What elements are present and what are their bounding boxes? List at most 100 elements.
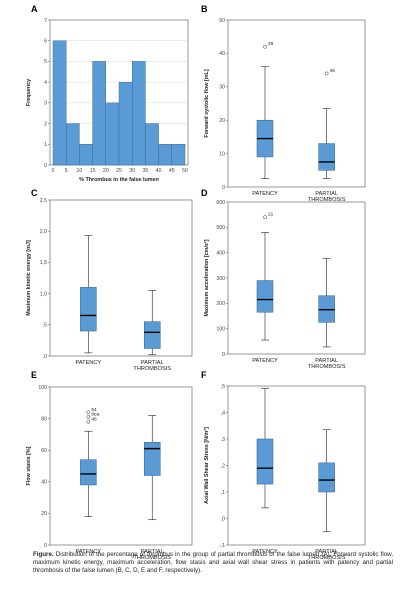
x-category-label-d: THROMBOSIS bbox=[308, 364, 346, 370]
y-tick-label-e: 40 bbox=[41, 480, 47, 486]
y-tick-label-e: 0 bbox=[44, 543, 47, 549]
y-tick-label-a: 4 bbox=[44, 80, 47, 86]
y-tick-label-a: 1 bbox=[44, 142, 47, 148]
y-tick-label-f: ,0 bbox=[221, 516, 225, 522]
y-tick-label-f: -,1 bbox=[219, 543, 225, 549]
outlier-point bbox=[86, 419, 91, 424]
box-iqr bbox=[143, 442, 161, 476]
x-category-label-b: PARTIAL bbox=[315, 191, 338, 197]
y-tick-label-f: ,1 bbox=[221, 490, 225, 496]
y-tick-label-e: 20 bbox=[41, 511, 47, 517]
y-tick-label-a: 5 bbox=[44, 59, 47, 65]
outlier-label: 21 bbox=[268, 212, 274, 218]
y-tick-label-c: ,0 bbox=[43, 354, 47, 360]
x-category-label-f: THROMBOSIS bbox=[308, 555, 346, 561]
x-category-label-c: PATENCY bbox=[76, 360, 102, 366]
x-tick-label-a: 0 bbox=[52, 168, 55, 174]
histogram-bar bbox=[65, 123, 80, 166]
x-category-label-d: PATENCY bbox=[252, 358, 278, 364]
caption-text: Distribution of the percentage of thromb… bbox=[33, 551, 393, 575]
x-category-label-d: PARTIAL bbox=[315, 358, 338, 364]
box-iqr bbox=[318, 143, 335, 171]
y-tick-label-c: 1,5 bbox=[40, 260, 47, 266]
y-tick-label-a: 7 bbox=[44, 18, 47, 24]
y-tick-label-c: 2,5 bbox=[40, 198, 47, 204]
y-tick-label-d: 200 bbox=[216, 301, 225, 307]
y-tick-label-b: 0 bbox=[222, 185, 225, 191]
y-tick-label-e: 80 bbox=[41, 416, 47, 422]
box-iqr bbox=[80, 287, 97, 332]
y-tick-label-f: ,4 bbox=[221, 410, 225, 416]
outlier-label: 46 bbox=[91, 416, 97, 422]
histogram-bar bbox=[145, 123, 159, 166]
y-tick-label-b: 20 bbox=[219, 118, 225, 124]
y-axis-label-f: Axial Wall Shear Stress [N/m²] bbox=[204, 427, 210, 504]
y-tick-label-e: 60 bbox=[41, 448, 47, 454]
y-axis-label-d: Maximum acceleration [cm/s²] bbox=[204, 239, 210, 316]
x-tick-label-a: 25 bbox=[116, 168, 122, 174]
histogram-bar bbox=[171, 144, 186, 166]
plot-area-e bbox=[49, 386, 193, 546]
x-tick-label-a: 45 bbox=[169, 168, 175, 174]
x-category-label-c: PARTIAL bbox=[141, 360, 164, 366]
outlier-point bbox=[86, 410, 91, 415]
histogram-bar bbox=[105, 102, 120, 166]
x-tick-label-a: 35 bbox=[143, 168, 149, 174]
y-tick-label-d: 500 bbox=[216, 225, 225, 231]
y-axis-label-a: Frequency bbox=[26, 79, 32, 106]
outlier-point bbox=[263, 215, 267, 220]
plot-area-b bbox=[227, 19, 366, 188]
histogram-bar bbox=[118, 81, 133, 166]
panel-label-c: C bbox=[31, 188, 38, 198]
plot-area-f bbox=[227, 385, 366, 546]
histogram-bar bbox=[52, 40, 67, 166]
y-tick-label-c: ,5 bbox=[43, 323, 47, 329]
histogram-bar bbox=[131, 61, 146, 166]
y-tick-label-b: 50 bbox=[219, 18, 225, 24]
histogram-bar bbox=[79, 144, 93, 166]
box-iqr bbox=[256, 438, 274, 485]
panel-label-b: B bbox=[201, 4, 208, 14]
box-iqr bbox=[143, 321, 161, 349]
y-tick-label-b: 10 bbox=[219, 151, 225, 157]
x-tick-label-a: 15 bbox=[90, 168, 96, 174]
y-axis-label-b: Forward systolic flow [mL] bbox=[204, 69, 210, 137]
x-tick-label-a: 40 bbox=[156, 168, 162, 174]
y-axis-label-c: Maximum kinetic energy [mJ] bbox=[26, 240, 32, 316]
plot-area-c bbox=[49, 199, 193, 357]
outlier-point bbox=[263, 44, 267, 49]
box-iqr bbox=[80, 459, 97, 486]
y-tick-label-d: 400 bbox=[216, 250, 225, 256]
y-tick-label-a: 2 bbox=[44, 121, 47, 127]
x-category-label-b: PATENCY bbox=[252, 191, 278, 197]
x-category-label-f: PATENCY bbox=[252, 549, 278, 555]
x-category-label-e: THROMBOSIS bbox=[133, 555, 171, 561]
x-category-label-e: PARTIAL bbox=[141, 549, 164, 555]
figure-caption: Figure. Distribution of the percentage o… bbox=[33, 551, 393, 576]
y-tick-label-a: 6 bbox=[44, 39, 47, 45]
y-tick-label-c: 2,0 bbox=[40, 229, 47, 235]
y-tick-label-d: 0 bbox=[222, 352, 225, 358]
x-tick-label-a: 30 bbox=[129, 168, 135, 174]
x-tick-label-a: 20 bbox=[103, 168, 109, 174]
histogram-bar bbox=[92, 61, 106, 166]
outlier-label: 8ea bbox=[91, 412, 99, 418]
y-tick-label-c: 1,0 bbox=[40, 291, 47, 297]
box-iqr bbox=[318, 462, 335, 493]
x-category-label-f: PARTIAL bbox=[315, 549, 338, 555]
panel-label-f: F bbox=[201, 370, 207, 380]
outlier-label: 29 bbox=[268, 41, 274, 47]
outlier-point bbox=[324, 71, 329, 76]
outlier-point bbox=[86, 415, 91, 419]
x-tick-label-a: 5 bbox=[65, 168, 68, 174]
y-tick-label-f: ,2 bbox=[221, 463, 225, 469]
panel-label-a: A bbox=[31, 4, 38, 14]
x-category-label-c: THROMBOSIS bbox=[133, 366, 171, 372]
y-tick-label-f: ,3 bbox=[221, 437, 225, 443]
x-tick-label-a: 10 bbox=[77, 168, 83, 174]
outlier-label: 54 bbox=[91, 407, 97, 413]
y-tick-label-e: 100 bbox=[38, 385, 47, 391]
y-tick-label-b: 30 bbox=[219, 85, 225, 91]
x-category-label-b: THROMBOSIS bbox=[308, 197, 346, 203]
